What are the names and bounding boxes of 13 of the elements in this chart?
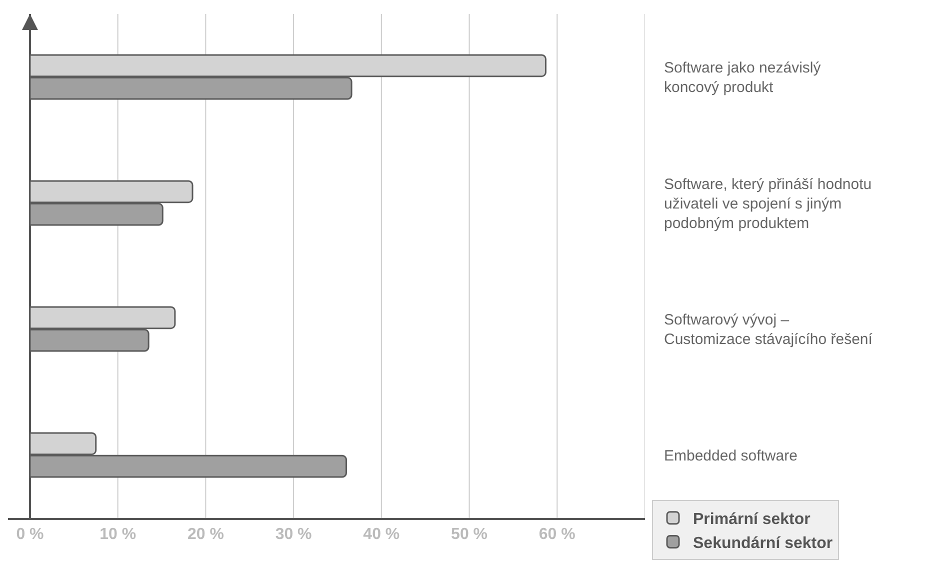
x-tick-label: 20 % bbox=[187, 526, 224, 544]
x-tick-label: 0 % bbox=[16, 526, 44, 544]
y-tick-label: Embedded software bbox=[664, 447, 798, 464]
x-tick-label: 50 % bbox=[451, 526, 488, 544]
y-tick-label: Software, který přináší hodnotu uživateli ve spojení s jiným podobným produktem bbox=[664, 176, 872, 232]
x-tick-label: 40 % bbox=[363, 526, 400, 544]
x-tick-label: 10 % bbox=[100, 526, 136, 544]
legend-label: Primární sektor bbox=[693, 511, 810, 528]
y-tick-label: Software jako nezávislý koncový produkt bbox=[664, 60, 822, 96]
legend-label: Sekundární sektor bbox=[693, 534, 833, 552]
x-tick-label: 60 % bbox=[538, 526, 576, 544]
x-tick-label: 30 % bbox=[275, 526, 312, 544]
y-tick-label: Softwarový vývoj – Customizace stávajícího řešení bbox=[664, 312, 874, 348]
